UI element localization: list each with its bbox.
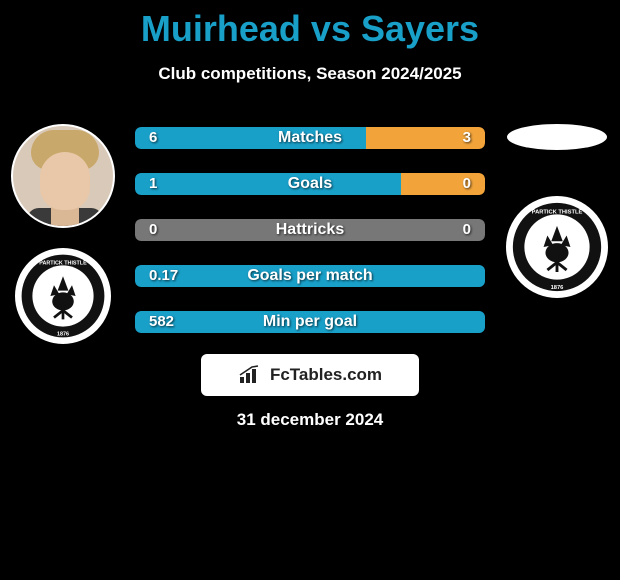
stat-label: Goals per match — [135, 265, 485, 287]
player-left-avatar — [11, 124, 115, 228]
thistle-logo-icon: PARTICK THISTLE 1876 — [509, 199, 605, 295]
stat-label: Matches — [135, 127, 485, 149]
svg-text:PARTICK THISTLE: PARTICK THISTLE — [532, 209, 583, 215]
stat-value-right: 0 — [463, 173, 471, 195]
date-text: 31 december 2024 — [0, 410, 620, 430]
svg-text:1876: 1876 — [551, 285, 564, 291]
page-title: Muirhead vs Sayers — [0, 0, 620, 50]
stat-row-goals: 1 Goals 0 — [135, 173, 485, 195]
right-player-column: PARTICK THISTLE 1876 — [502, 124, 612, 298]
avatar-illustration — [13, 126, 113, 226]
svg-text:1876: 1876 — [57, 332, 69, 338]
stat-value-right: 3 — [463, 127, 471, 149]
left-player-column: PARTICK THISTLE 1876 — [8, 124, 118, 344]
stat-label: Min per goal — [135, 311, 485, 333]
svg-text:PARTICK THISTLE: PARTICK THISTLE — [39, 261, 87, 267]
stats-table: 6 Matches 3 1 Goals 0 0 Hattricks 0 0.17… — [135, 127, 485, 333]
stat-row-min-per-goal: 582 Min per goal — [135, 311, 485, 333]
stat-label: Goals — [135, 173, 485, 195]
player-right-club-logo: PARTICK THISTLE 1876 — [506, 196, 608, 298]
stat-row-matches: 6 Matches 3 — [135, 127, 485, 149]
stat-label: Hattricks — [135, 219, 485, 241]
thistle-logo-icon: PARTICK THISTLE 1876 — [18, 251, 108, 341]
stat-row-hattricks: 0 Hattricks 0 — [135, 219, 485, 241]
brand-watermark: FcTables.com — [201, 354, 419, 396]
bar-chart-icon — [238, 365, 264, 385]
player-right-avatar — [507, 124, 607, 150]
stat-row-goals-per-match: 0.17 Goals per match — [135, 265, 485, 287]
player-left-club-logo: PARTICK THISTLE 1876 — [15, 248, 111, 344]
subtitle: Club competitions, Season 2024/2025 — [0, 64, 620, 84]
stat-value-right: 0 — [463, 219, 471, 241]
brand-text: FcTables.com — [270, 365, 382, 385]
